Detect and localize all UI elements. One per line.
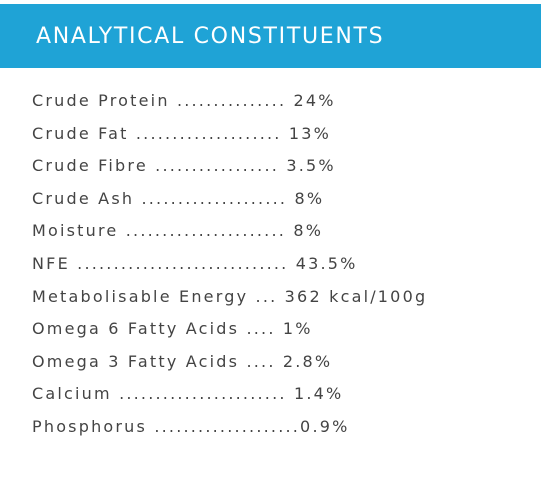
constituent-row-crude-protein: Crude Protein ............... 24% — [32, 91, 336, 110]
constituent-row-nfe: NFE ............................. 43.5% — [32, 253, 358, 273]
section-header: ANALYTICAL CONSTITUENTS — [0, 4, 541, 68]
constituent-row-crude-fat: Crude Fat .................... 13% — [32, 123, 332, 143]
constituents-list: Crude Protein ............... 24% Crude … — [32, 86, 537, 445]
constituent-row-omega-6: Omega 6 Fatty Acids .... 1% — [32, 319, 313, 339]
constituent-row-crude-fibre: Crude Fibre ................. 3.5% — [32, 156, 336, 176]
section-title: ANALYTICAL CONSTITUENTS — [36, 23, 385, 49]
constituent-row-metabolisable-energy: Metabolisable Energy ... 362 kcal/100g — [32, 286, 428, 306]
constituent-row-phosphorus: Phosphorus ....................0.9% — [32, 416, 350, 436]
constituent-row-omega-3: Omega 3 Fatty Acids .... 2.8% — [32, 351, 333, 371]
constituent-row-moisture: Moisture ...................... 8% — [32, 221, 324, 241]
constituent-row-crude-ash: Crude Ash .................... 8% — [32, 188, 325, 208]
constituent-row-calcium: Calcium ....................... 1.4% — [32, 384, 344, 404]
